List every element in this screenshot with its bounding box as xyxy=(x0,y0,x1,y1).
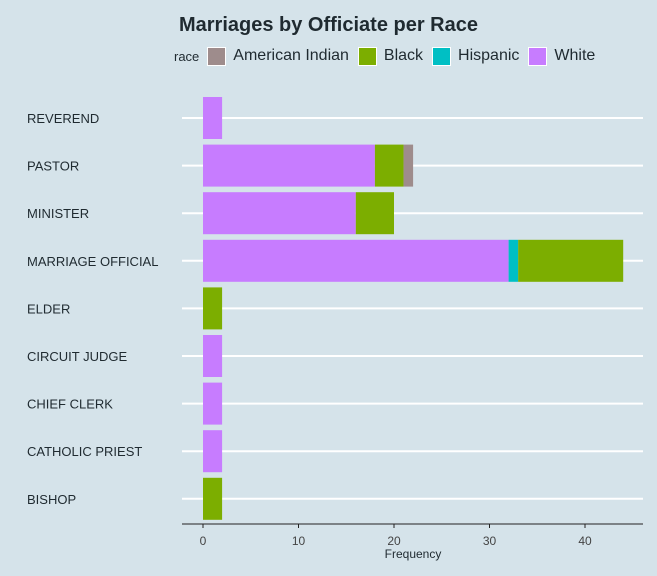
x-tick-label: 30 xyxy=(483,534,497,548)
legend-swatch-black xyxy=(357,46,377,66)
bar-minister-black xyxy=(355,192,394,235)
category-label-catholic-priest: CATHOLIC PRIEST xyxy=(27,444,142,459)
bar-minister-white xyxy=(203,192,356,235)
chart-title: Marriages by Officiate per Race xyxy=(178,14,478,36)
category-label-pastor: PASTOR xyxy=(27,159,79,174)
category-label-reverend: REVEREND xyxy=(27,111,99,126)
bar-circuit-judge-white xyxy=(203,335,223,377)
bar-reverend-white xyxy=(203,97,223,139)
legend-item-white: White xyxy=(528,46,596,66)
legend-title: race xyxy=(174,48,200,64)
x-axis-title: Frequency xyxy=(385,547,442,561)
x-axis: 0 10 20 30 40 xyxy=(182,523,643,548)
legend: race American Indian Black Hispanic White xyxy=(174,44,604,68)
category-label-elder: ELDER xyxy=(27,301,70,316)
bar-pastor-white xyxy=(203,144,375,187)
legend-item-hispanic: Hispanic xyxy=(432,46,520,66)
bar-marriage-official-white xyxy=(203,239,509,282)
category-label-minister: MINISTER xyxy=(27,206,89,221)
x-tick-label: 20 xyxy=(387,534,401,548)
legend-swatch-american-indian xyxy=(207,46,227,66)
category-label-marriage-official: MARRIAGE OFFICIAL xyxy=(27,254,158,269)
bar-pastor-black xyxy=(374,144,404,187)
legend-label-hispanic: Hispanic xyxy=(458,47,520,64)
bar-marriage-official-black xyxy=(518,239,624,282)
legend-swatch-hispanic xyxy=(432,46,452,66)
legend-items: American Indian Black Hispanic White xyxy=(207,46,604,66)
category-labels: REVEREND PASTOR MINISTER MARRIAGE OFFICIAL E… xyxy=(27,111,158,507)
x-tick-label: 40 xyxy=(578,534,592,548)
bar-pastor-american-indian xyxy=(403,144,414,187)
bar-bishop-black xyxy=(203,477,223,520)
legend-label-american-indian: American Indian xyxy=(233,47,349,64)
category-label-chief-clerk: CHIEF CLERK xyxy=(27,397,113,412)
bar-chief-clerk-white xyxy=(203,382,223,425)
legend-item-american-indian: American Indian xyxy=(207,46,349,66)
bar-elder-black xyxy=(203,287,223,330)
bars xyxy=(203,97,624,520)
category-label-bishop: BISHOP xyxy=(27,492,76,507)
legend-swatch-white xyxy=(528,46,548,66)
bar-marriage-official-hispanic xyxy=(508,239,519,282)
x-tick-label: 0 xyxy=(200,534,207,548)
category-label-circuit-judge: CIRCUIT JUDGE xyxy=(27,349,127,364)
legend-label-white: White xyxy=(554,47,596,64)
x-tick-label: 10 xyxy=(292,534,306,548)
legend-label-black: Black xyxy=(383,47,424,64)
legend-item-black: Black xyxy=(357,46,424,66)
bar-catholic-priest-white xyxy=(203,430,223,473)
